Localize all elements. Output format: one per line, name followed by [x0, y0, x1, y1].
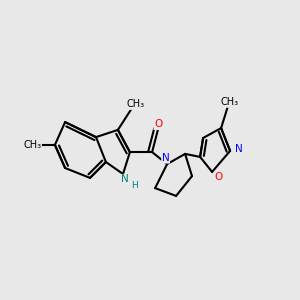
Text: O: O [214, 172, 223, 182]
Text: O: O [154, 119, 162, 130]
Text: N: N [121, 174, 128, 184]
Text: N: N [235, 143, 242, 154]
Text: CH₃: CH₃ [127, 99, 145, 110]
Text: CH₃: CH₃ [220, 97, 238, 107]
Text: H: H [131, 181, 138, 190]
Text: CH₃: CH₃ [23, 140, 41, 150]
Text: N: N [162, 153, 170, 163]
